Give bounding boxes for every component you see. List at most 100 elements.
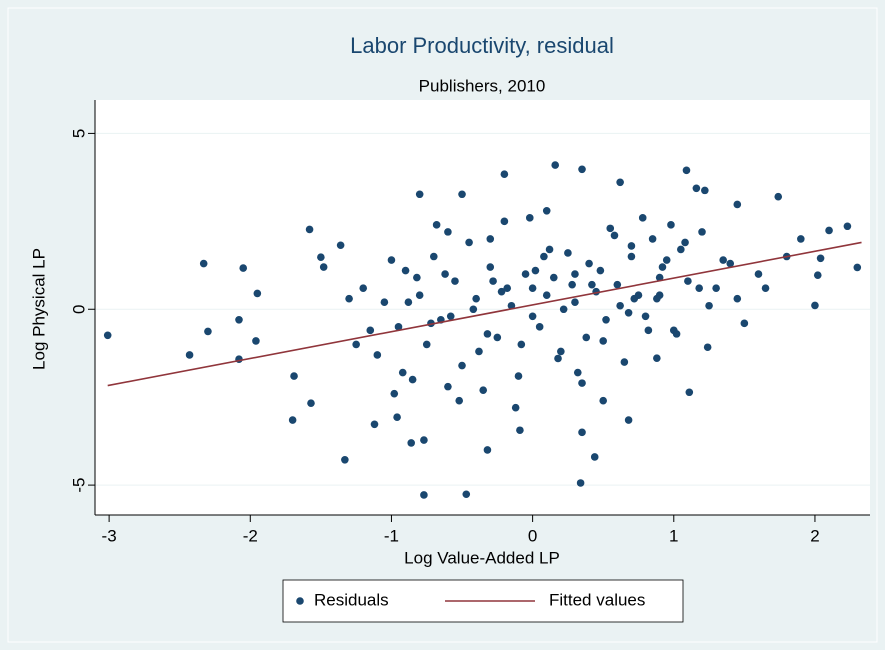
point: [667, 221, 675, 229]
point: [816, 254, 825, 263]
point: [627, 252, 636, 261]
point: [514, 372, 523, 380]
point: [825, 226, 833, 235]
point: [613, 280, 622, 289]
point: [557, 347, 565, 356]
point: [352, 340, 360, 349]
point: [317, 253, 325, 262]
x-tick-label: 1: [669, 526, 678, 545]
point: [521, 270, 530, 278]
legend-label: Fitted values: [549, 590, 645, 609]
point: [596, 266, 605, 275]
point: [599, 337, 607, 345]
point: [627, 242, 636, 250]
point: [578, 428, 586, 437]
point: [576, 479, 585, 487]
point: [726, 259, 735, 268]
point: [458, 361, 466, 370]
legend-marker: [296, 597, 304, 605]
point: [712, 284, 720, 292]
point: [774, 192, 783, 201]
point: [462, 490, 471, 499]
point: [366, 326, 375, 335]
x-tick-label: 2: [810, 526, 819, 545]
point: [624, 416, 633, 424]
plot-area: [95, 100, 870, 515]
point: [408, 375, 417, 384]
point: [204, 327, 212, 336]
point: [559, 305, 568, 314]
point: [307, 399, 315, 407]
point: [641, 312, 650, 321]
point: [733, 200, 742, 209]
point: [653, 354, 661, 362]
point: [684, 277, 692, 285]
point: [692, 184, 701, 193]
point: [444, 382, 452, 391]
point: [420, 491, 428, 499]
point: [516, 426, 524, 435]
point: [585, 259, 593, 268]
point: [677, 245, 685, 254]
point: [239, 264, 248, 272]
point: [698, 228, 706, 236]
point: [571, 270, 579, 278]
point: [571, 298, 579, 307]
point: [390, 389, 399, 398]
point: [630, 294, 639, 303]
point: [813, 271, 822, 279]
point: [672, 330, 681, 338]
point: [345, 294, 353, 303]
point: [493, 333, 502, 342]
point: [429, 252, 438, 261]
fit-line: [107, 241, 862, 387]
point: [252, 337, 260, 345]
point: [413, 273, 421, 282]
point: [624, 308, 633, 317]
point: [486, 235, 495, 243]
point: [568, 280, 576, 289]
point: [843, 222, 852, 231]
point: [483, 446, 492, 454]
x-tick-label: -2: [243, 526, 258, 545]
y-tick-label: -5: [69, 478, 88, 493]
point: [573, 368, 582, 377]
point: [479, 386, 488, 394]
point: [554, 354, 562, 363]
point: [761, 284, 770, 292]
point: [451, 277, 459, 285]
point: [703, 343, 712, 352]
point: [695, 284, 703, 292]
point: [432, 221, 441, 229]
point: [415, 190, 424, 199]
point: [517, 340, 526, 349]
point: [535, 323, 544, 331]
point: [648, 235, 657, 243]
point: [542, 291, 551, 299]
y-tick-label: 0: [69, 305, 88, 314]
x-tick-label: -1: [384, 526, 399, 545]
point: [549, 273, 558, 282]
point: [458, 190, 466, 199]
point: [455, 396, 464, 405]
point: [525, 214, 534, 222]
point: [401, 266, 410, 275]
point: [489, 277, 497, 285]
point: [507, 301, 516, 310]
point: [503, 284, 512, 292]
point: [420, 436, 428, 444]
point: [682, 166, 691, 175]
point: [599, 396, 607, 405]
point: [422, 340, 431, 349]
point: [446, 312, 455, 321]
x-axis-label: Log Value-Added LP: [404, 548, 560, 567]
point: [655, 273, 664, 282]
point: [754, 270, 763, 278]
x-tick-label: 0: [528, 526, 537, 545]
point: [185, 351, 194, 359]
point: [359, 284, 368, 292]
point: [655, 291, 664, 299]
point: [644, 326, 653, 335]
